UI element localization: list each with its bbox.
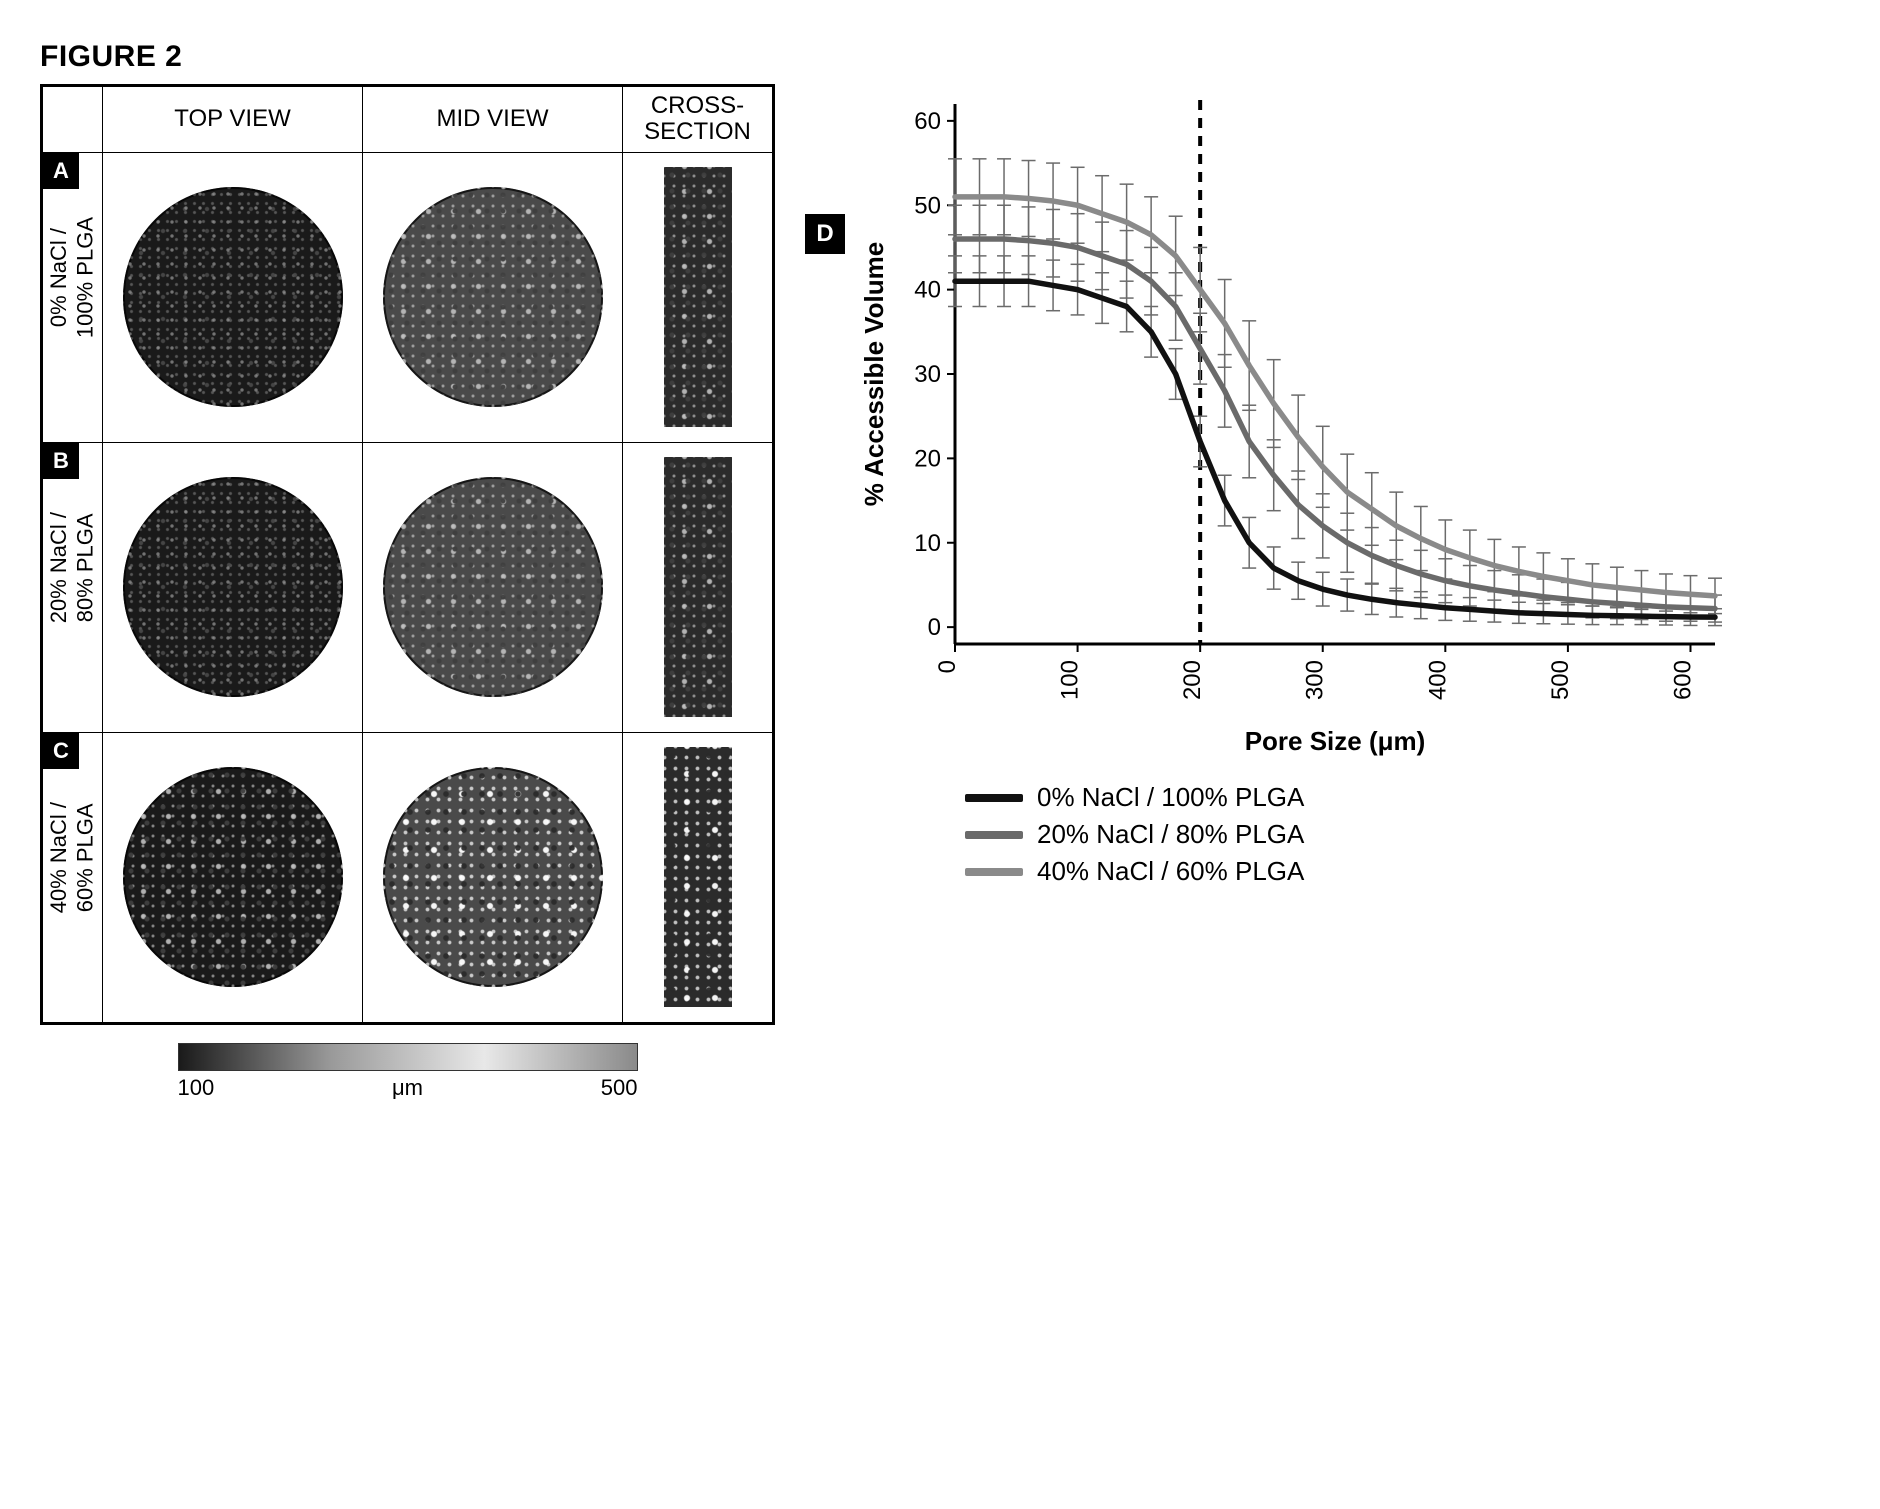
svg-text:% Accessible Volume: % Accessible Volume bbox=[859, 242, 889, 506]
panel-badge: C bbox=[43, 733, 79, 769]
row-label: 20% NaCl / 80% PLGA bbox=[46, 512, 99, 663]
svg-text:10: 10 bbox=[914, 530, 941, 557]
svg-text:600: 600 bbox=[1669, 660, 1696, 700]
figure-2: FIGURE 2 TOP VIEW MID VIEW CROSS- SECTIO… bbox=[40, 40, 1840, 1101]
mid-view-disc bbox=[383, 477, 603, 697]
legend-item: 0% NaCl / 100% PLGA bbox=[965, 782, 1735, 813]
mid-view-cell bbox=[363, 152, 623, 442]
grid-row: A 0% NaCl / 100% PLGA bbox=[43, 152, 773, 442]
legend-label: 20% NaCl / 80% PLGA bbox=[1037, 819, 1304, 850]
svg-text:50: 50 bbox=[914, 192, 941, 219]
scalebar-unit: μm bbox=[392, 1075, 423, 1101]
figure-content: TOP VIEW MID VIEW CROSS- SECTION A 0% Na… bbox=[40, 84, 1840, 1101]
figure-title: FIGURE 2 bbox=[40, 40, 1840, 74]
image-grid: TOP VIEW MID VIEW CROSS- SECTION A 0% Na… bbox=[40, 84, 775, 1025]
grid-row: B 20% NaCl / 80% PLGA bbox=[43, 442, 773, 732]
cross-section-cell bbox=[623, 442, 773, 732]
legend-swatch bbox=[965, 794, 1023, 802]
cross-section-slab bbox=[664, 747, 732, 1007]
mid-view-cell bbox=[363, 732, 623, 1022]
svg-text:30: 30 bbox=[914, 361, 941, 388]
legend-item: 20% NaCl / 80% PLGA bbox=[965, 819, 1735, 850]
left-column: TOP VIEW MID VIEW CROSS- SECTION A 0% Na… bbox=[40, 84, 775, 1101]
scalebar: 100 μm 500 bbox=[178, 1043, 638, 1101]
panel-badge-d: D bbox=[805, 214, 845, 254]
accessible-volume-chart: 01020304050600100200300400500600Pore Siz… bbox=[845, 84, 1735, 764]
svg-text:200: 200 bbox=[1179, 660, 1206, 700]
header-top-view: TOP VIEW bbox=[103, 87, 363, 153]
mid-view-cell bbox=[363, 442, 623, 732]
svg-text:100: 100 bbox=[1057, 660, 1084, 700]
grid-row: C 40% NaCl / 60% PLGA bbox=[43, 732, 773, 1022]
row-label-cell: B 20% NaCl / 80% PLGA bbox=[43, 442, 103, 732]
chart-panel: D 01020304050600100200300400500600Pore S… bbox=[815, 84, 1735, 893]
svg-text:500: 500 bbox=[1547, 660, 1574, 700]
svg-text:20: 20 bbox=[914, 445, 941, 472]
top-view-disc bbox=[123, 767, 343, 987]
scalebar-gradient bbox=[178, 1043, 638, 1071]
panel-badge: A bbox=[43, 153, 79, 189]
top-view-cell bbox=[103, 732, 363, 1022]
svg-text:400: 400 bbox=[1424, 660, 1451, 700]
header-mid-view: MID VIEW bbox=[363, 87, 623, 153]
header-cross-section: CROSS- SECTION bbox=[623, 87, 773, 153]
legend-label: 0% NaCl / 100% PLGA bbox=[1037, 782, 1304, 813]
svg-text:60: 60 bbox=[914, 108, 941, 135]
cross-section-slab bbox=[664, 167, 732, 427]
top-view-cell bbox=[103, 152, 363, 442]
legend-swatch bbox=[965, 831, 1023, 839]
row-label: 0% NaCl / 100% PLGA bbox=[46, 217, 99, 378]
row-label: 40% NaCl / 60% PLGA bbox=[46, 802, 99, 953]
legend-swatch bbox=[965, 868, 1023, 876]
error-bars bbox=[948, 159, 1722, 626]
legend-label: 40% NaCl / 60% PLGA bbox=[1037, 856, 1304, 887]
svg-text:0: 0 bbox=[928, 614, 941, 641]
scalebar-labels: 100 μm 500 bbox=[178, 1075, 638, 1101]
cross-section-cell bbox=[623, 152, 773, 442]
scalebar-low: 100 bbox=[178, 1075, 215, 1101]
chart-legend: 0% NaCl / 100% PLGA 20% NaCl / 80% PLGA … bbox=[965, 782, 1735, 887]
svg-text:0: 0 bbox=[934, 660, 961, 673]
mid-view-disc bbox=[383, 767, 603, 987]
top-view-disc bbox=[123, 477, 343, 697]
row-label-cell: A 0% NaCl / 100% PLGA bbox=[43, 152, 103, 442]
scalebar-high: 500 bbox=[601, 1075, 638, 1101]
top-view-disc bbox=[123, 187, 343, 407]
row-label-cell: C 40% NaCl / 60% PLGA bbox=[43, 732, 103, 1022]
legend-item: 40% NaCl / 60% PLGA bbox=[965, 856, 1735, 887]
top-view-cell bbox=[103, 442, 363, 732]
header-stub bbox=[43, 87, 103, 153]
cross-section-slab bbox=[664, 457, 732, 717]
svg-text:300: 300 bbox=[1302, 660, 1329, 700]
mid-view-disc bbox=[383, 187, 603, 407]
svg-text:40: 40 bbox=[914, 277, 941, 304]
svg-text:Pore Size (μm): Pore Size (μm) bbox=[1245, 726, 1426, 756]
cross-section-cell bbox=[623, 732, 773, 1022]
panel-badge: B bbox=[43, 443, 79, 479]
grid-header-row: TOP VIEW MID VIEW CROSS- SECTION bbox=[43, 87, 773, 153]
